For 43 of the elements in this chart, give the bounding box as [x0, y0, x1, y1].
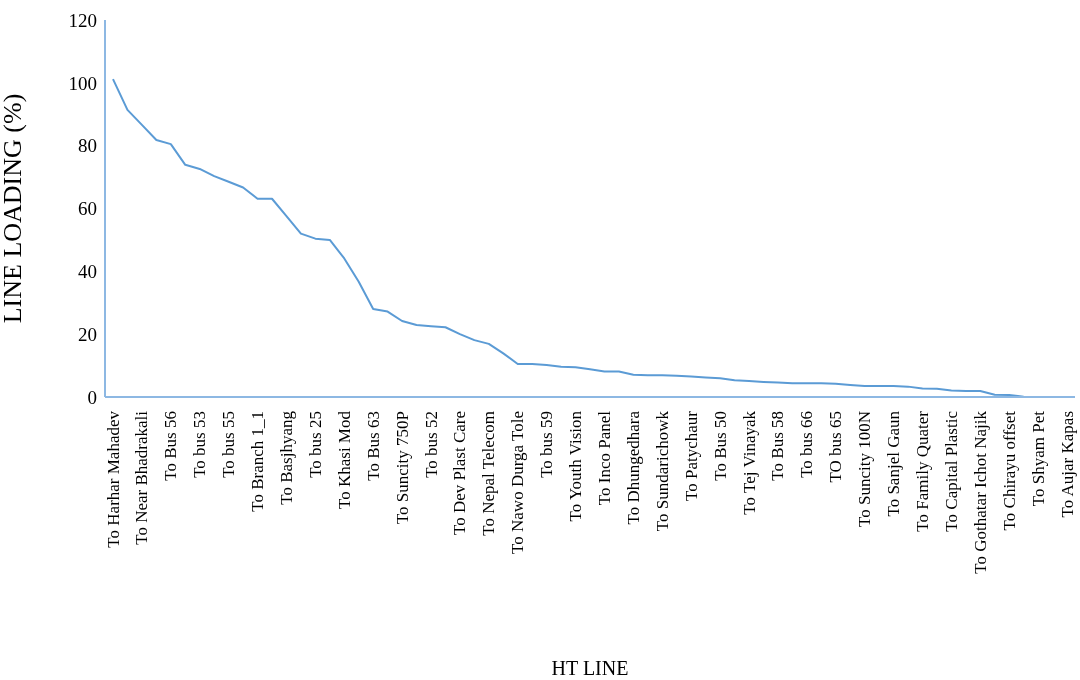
x-tick-label: To Near Bhadrakali — [132, 410, 152, 545]
x-tick-label: To Aujar Kapas — [1057, 411, 1077, 518]
x-tick-label: To Youth Vision — [566, 410, 586, 522]
x-tick-label: To Bus 56 — [161, 411, 181, 481]
x-tick-label: To bus 53 — [190, 411, 210, 478]
y-tick-label: 0 — [87, 386, 97, 408]
x-tick-label: To bus 25 — [305, 411, 325, 478]
x-tick-label: To Patychaur — [681, 410, 701, 501]
x-tick-label: To Bus 58 — [768, 411, 788, 481]
y-tick-label: 40 — [78, 261, 97, 283]
x-tick-label: To bus 59 — [537, 411, 557, 478]
x-tick-label: To Inco Panel — [594, 410, 614, 506]
x-tick-label: To Suncity 100N — [855, 411, 875, 527]
x-tick-label: To Sanjel Gaun — [884, 410, 904, 517]
x-tick-label: To Tej Vinayak — [739, 410, 759, 515]
y-tick-label: 20 — [78, 323, 97, 345]
x-tick-label: To Khasi Mod — [334, 410, 354, 509]
x-tick-label: To Chirayu offset — [999, 410, 1019, 531]
y-tick-label: 100 — [68, 72, 97, 94]
x-tick-label: To Branch 1_1 — [248, 411, 268, 512]
x-tick-label: To Dev Plast Care — [450, 411, 470, 535]
x-tick-label: To Bus 63 — [363, 411, 383, 481]
x-tick-label: TO bus 65 — [826, 411, 846, 483]
y-axis-title: LINE LOADING (%) — [0, 93, 28, 324]
x-tick-label: To Gothatar Ichot Najik — [970, 410, 990, 574]
x-tick-label: To Sundarichowk — [652, 410, 672, 532]
x-tick-label: To Capital Plastic — [941, 410, 961, 532]
y-tick-label: 120 — [68, 9, 97, 31]
x-tick-label: To Dhungedhara — [623, 410, 643, 525]
x-tick-label: To Harhar Mahadev — [103, 410, 123, 548]
x-tick-label: To bus 66 — [797, 411, 817, 478]
y-tick-label: 80 — [78, 135, 97, 157]
x-tick-label: To Nawo Durga Tole — [508, 411, 528, 554]
x-tick-label: To bus 55 — [219, 411, 239, 478]
x-tick-label: To Nepal Telecom — [479, 411, 499, 536]
x-tick-label: To Family Quater — [912, 410, 932, 532]
x-tick-label: To Bus 50 — [710, 411, 730, 481]
x-tick-label: To bus 52 — [421, 411, 441, 478]
x-tick-label: To Shyam Pet — [1028, 410, 1048, 507]
x-axis-title: HT LINE — [551, 657, 629, 679]
y-tick-label: 60 — [78, 198, 97, 220]
x-tick-label: To Suncity 750P — [392, 411, 412, 525]
x-tick-label: To Basjhyang — [276, 410, 296, 505]
